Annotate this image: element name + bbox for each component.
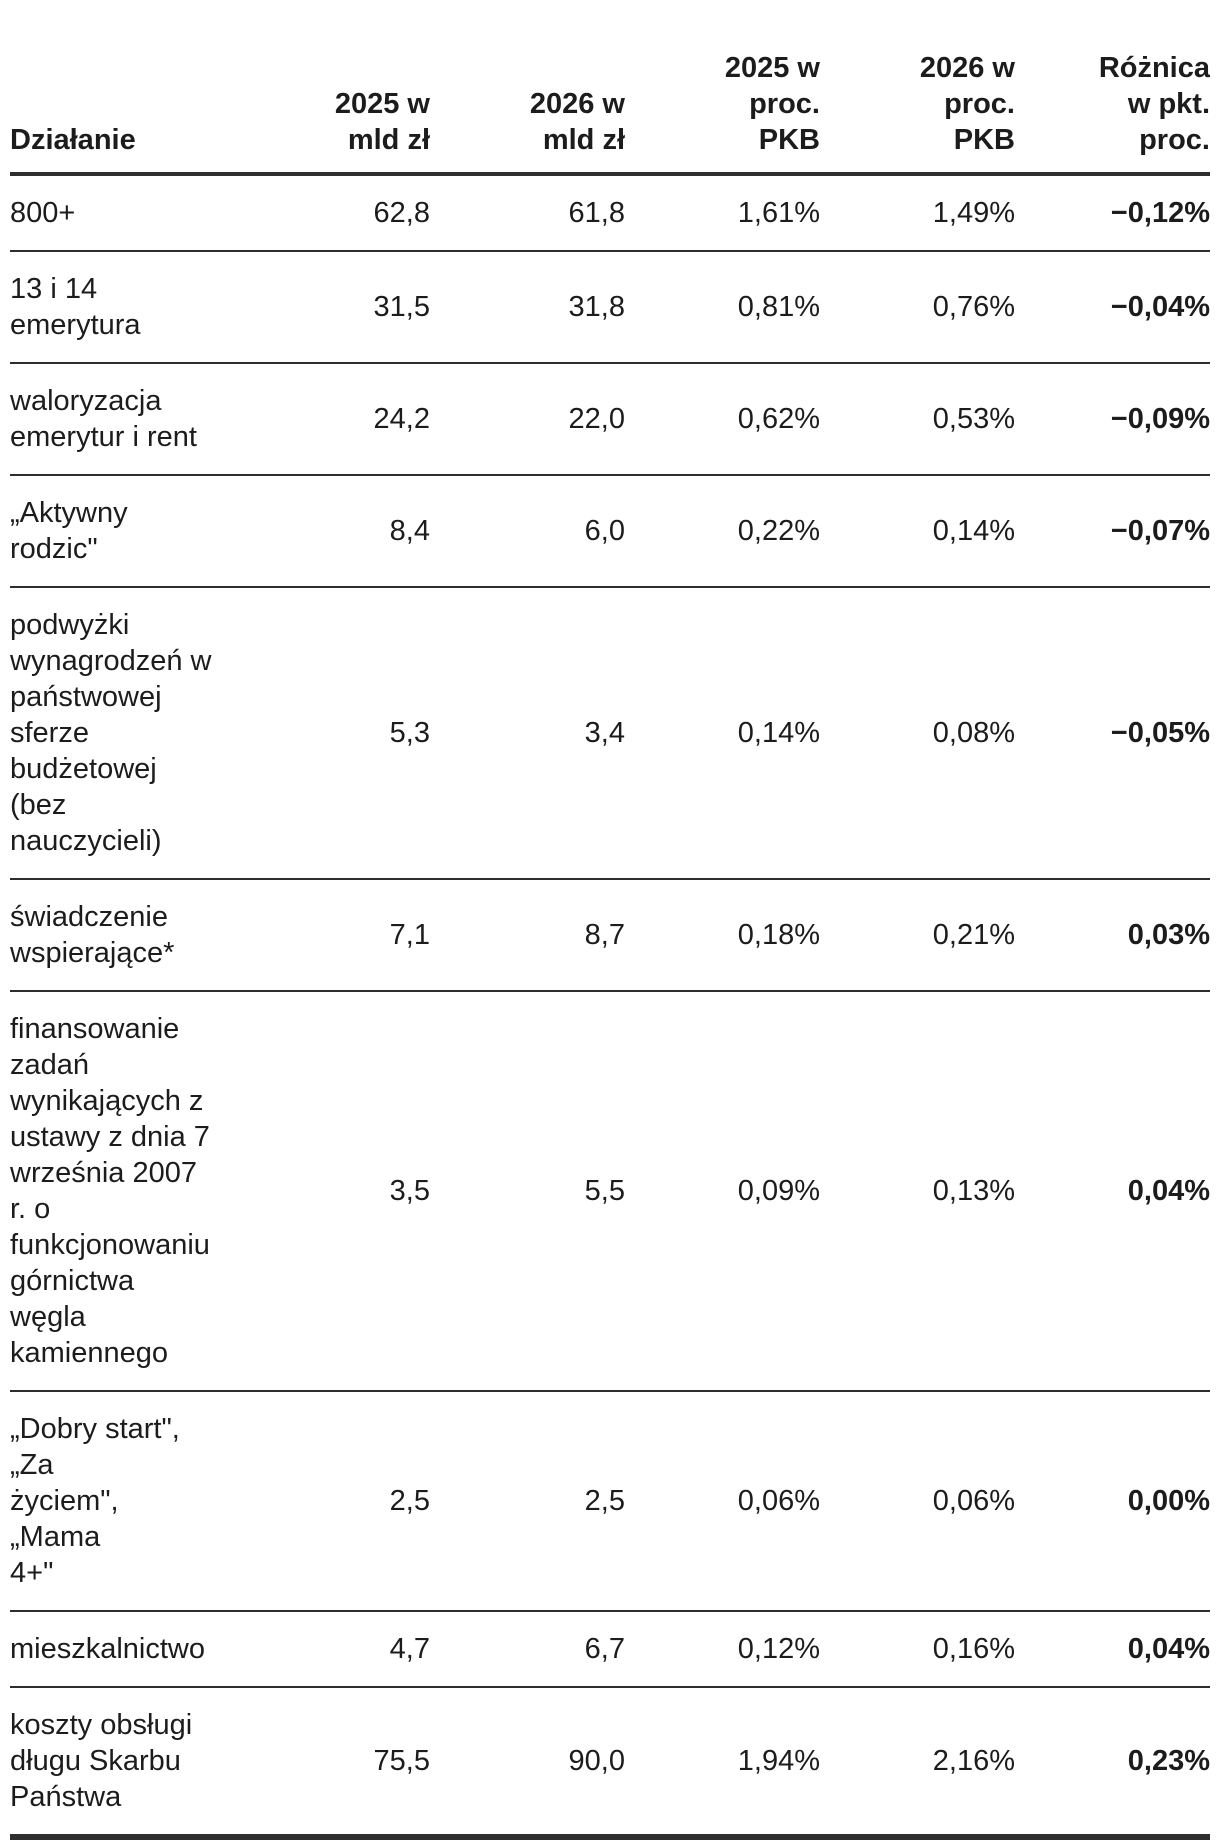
column-header-2026-mld: 2026 w mld zł	[529, 88, 625, 156]
column-header-roznica: Różnica w pkt. proc.	[1098, 52, 1210, 156]
cell-roznica: −0,05%	[1110, 717, 1210, 749]
cell-dzialanie: waloryzacja emerytur i rent	[10, 385, 197, 453]
cell-2025-mld: 8,4	[389, 515, 430, 547]
cell-2025-mld: 24,2	[373, 403, 430, 435]
cell-2025-mld: 62,8	[373, 197, 430, 229]
header-row: Działanie 2025 w mld zł 2026 w mld zł 20…	[10, 50, 1210, 174]
table-row: świadczenie wspierające* 7,1 8,7 0,18% 0…	[10, 879, 1210, 991]
cell-2025-pkb: 0,81%	[737, 291, 820, 323]
table-row: waloryzacja emerytur i rent 24,2 22,0 0,…	[10, 363, 1210, 475]
cell-2026-mld: 2,5	[584, 1485, 625, 1517]
cell-2026-mld: 6,0	[584, 515, 625, 547]
cell-2025-pkb: 1,94%	[737, 1745, 820, 1777]
cell-2026-pkb: 0,14%	[932, 515, 1015, 547]
cell-2026-pkb: 0,21%	[932, 919, 1015, 951]
cell-2025-mld: 3,5	[389, 1175, 430, 1207]
cell-2026-mld: 22,0	[568, 403, 625, 435]
cell-2026-pkb: 0,76%	[932, 291, 1015, 323]
cell-2025-mld: 7,1	[389, 919, 430, 951]
cell-2025-mld: 75,5	[373, 1745, 430, 1777]
cell-2026-mld: 90,0	[568, 1745, 625, 1777]
cell-roznica: −0,12%	[1110, 197, 1210, 229]
cell-2025-pkb: 0,18%	[737, 919, 820, 951]
cell-2026-mld: 8,7	[584, 919, 625, 951]
table-row: podwyżki wynagrodzeń w państwowej sferze…	[10, 587, 1210, 879]
cell-roznica: 0,23%	[1127, 1745, 1210, 1777]
cell-roznica: 0,03%	[1127, 919, 1210, 951]
cell-dzialanie: „Dobry start", „Za życiem", „Mama 4+"	[10, 1413, 180, 1589]
cell-2026-mld: 61,8	[568, 197, 625, 229]
cell-2025-mld: 4,7	[389, 1633, 430, 1665]
cell-roznica: 0,00%	[1127, 1485, 1210, 1517]
cell-dzialanie: „Aktywny rodzic"	[10, 497, 128, 565]
table-row: 13 i 14 emerytura 31,5 31,8 0,81% 0,76% …	[10, 251, 1210, 363]
table-row: koszty obsługi długu Skarbu Państwa 75,5…	[10, 1687, 1210, 1837]
column-header-2025-mld: 2025 w mld zł	[334, 88, 430, 156]
budget-table: Działanie 2025 w mld zł 2026 w mld zł 20…	[10, 50, 1210, 1840]
cell-2026-pkb: 1,49%	[932, 197, 1015, 229]
cell-roznica: 0,04%	[1127, 1633, 1210, 1665]
cell-roznica: −0,04%	[1110, 291, 1210, 323]
cell-2026-pkb: 0,06%	[932, 1485, 1015, 1517]
table-row: mieszkalnictwo 4,7 6,7 0,12% 0,16% 0,04%	[10, 1611, 1210, 1687]
cell-2025-pkb: 0,62%	[737, 403, 820, 435]
column-header-2025-pkb: 2025 w proc. PKB	[724, 52, 820, 156]
cell-2025-pkb: 0,09%	[737, 1175, 820, 1207]
cell-2025-pkb: 1,61%	[737, 197, 820, 229]
cell-dzialanie: 800+	[10, 197, 76, 229]
table-row: finansowanie zadań wynikających z ustawy…	[10, 991, 1210, 1391]
cell-2026-pkb: 2,16%	[932, 1745, 1015, 1777]
cell-2026-pkb: 0,08%	[932, 717, 1015, 749]
cell-2025-mld: 2,5	[389, 1485, 430, 1517]
cell-dzialanie: świadczenie wspierające*	[10, 901, 175, 969]
table-body: 800+ 62,8 61,8 1,61% 1,49% −0,12% 13 i 1…	[10, 174, 1210, 1837]
cell-2026-mld: 5,5	[584, 1175, 625, 1207]
cell-roznica: 0,04%	[1127, 1175, 1210, 1207]
cell-2026-pkb: 0,13%	[932, 1175, 1015, 1207]
cell-dzialanie: koszty obsługi długu Skarbu Państwa	[10, 1709, 193, 1813]
cell-2026-pkb: 0,16%	[932, 1633, 1015, 1665]
cell-2026-mld: 3,4	[584, 717, 625, 749]
cell-2026-pkb: 0,53%	[932, 403, 1015, 435]
table-row: „Aktywny rodzic" 8,4 6,0 0,22% 0,14% −0,…	[10, 475, 1210, 587]
cell-2025-pkb: 0,12%	[737, 1633, 820, 1665]
cell-roznica: −0,07%	[1110, 515, 1210, 547]
cell-dzialanie: 13 i 14 emerytura	[10, 273, 141, 341]
cell-dzialanie: finansowanie zadań wynikających z ustawy…	[10, 1013, 210, 1369]
cell-roznica: −0,09%	[1110, 403, 1210, 435]
cell-2025-pkb: 0,22%	[737, 515, 820, 547]
column-header-dzialanie: Działanie	[10, 124, 136, 156]
cell-2026-mld: 6,7	[584, 1633, 625, 1665]
table-row: 800+ 62,8 61,8 1,61% 1,49% −0,12%	[10, 174, 1210, 251]
cell-2025-pkb: 0,06%	[737, 1485, 820, 1517]
cell-dzialanie: podwyżki wynagrodzeń w państwowej sferze…	[10, 609, 212, 857]
cell-dzialanie: mieszkalnictwo	[10, 1633, 205, 1665]
cell-2026-mld: 31,8	[568, 291, 625, 323]
cell-2025-mld: 5,3	[389, 717, 430, 749]
cell-2025-mld: 31,5	[373, 291, 430, 323]
cell-2025-pkb: 0,14%	[737, 717, 820, 749]
table-row: „Dobry start", „Za życiem", „Mama 4+" 2,…	[10, 1391, 1210, 1611]
column-header-2026-pkb: 2026 w proc. PKB	[919, 52, 1015, 156]
